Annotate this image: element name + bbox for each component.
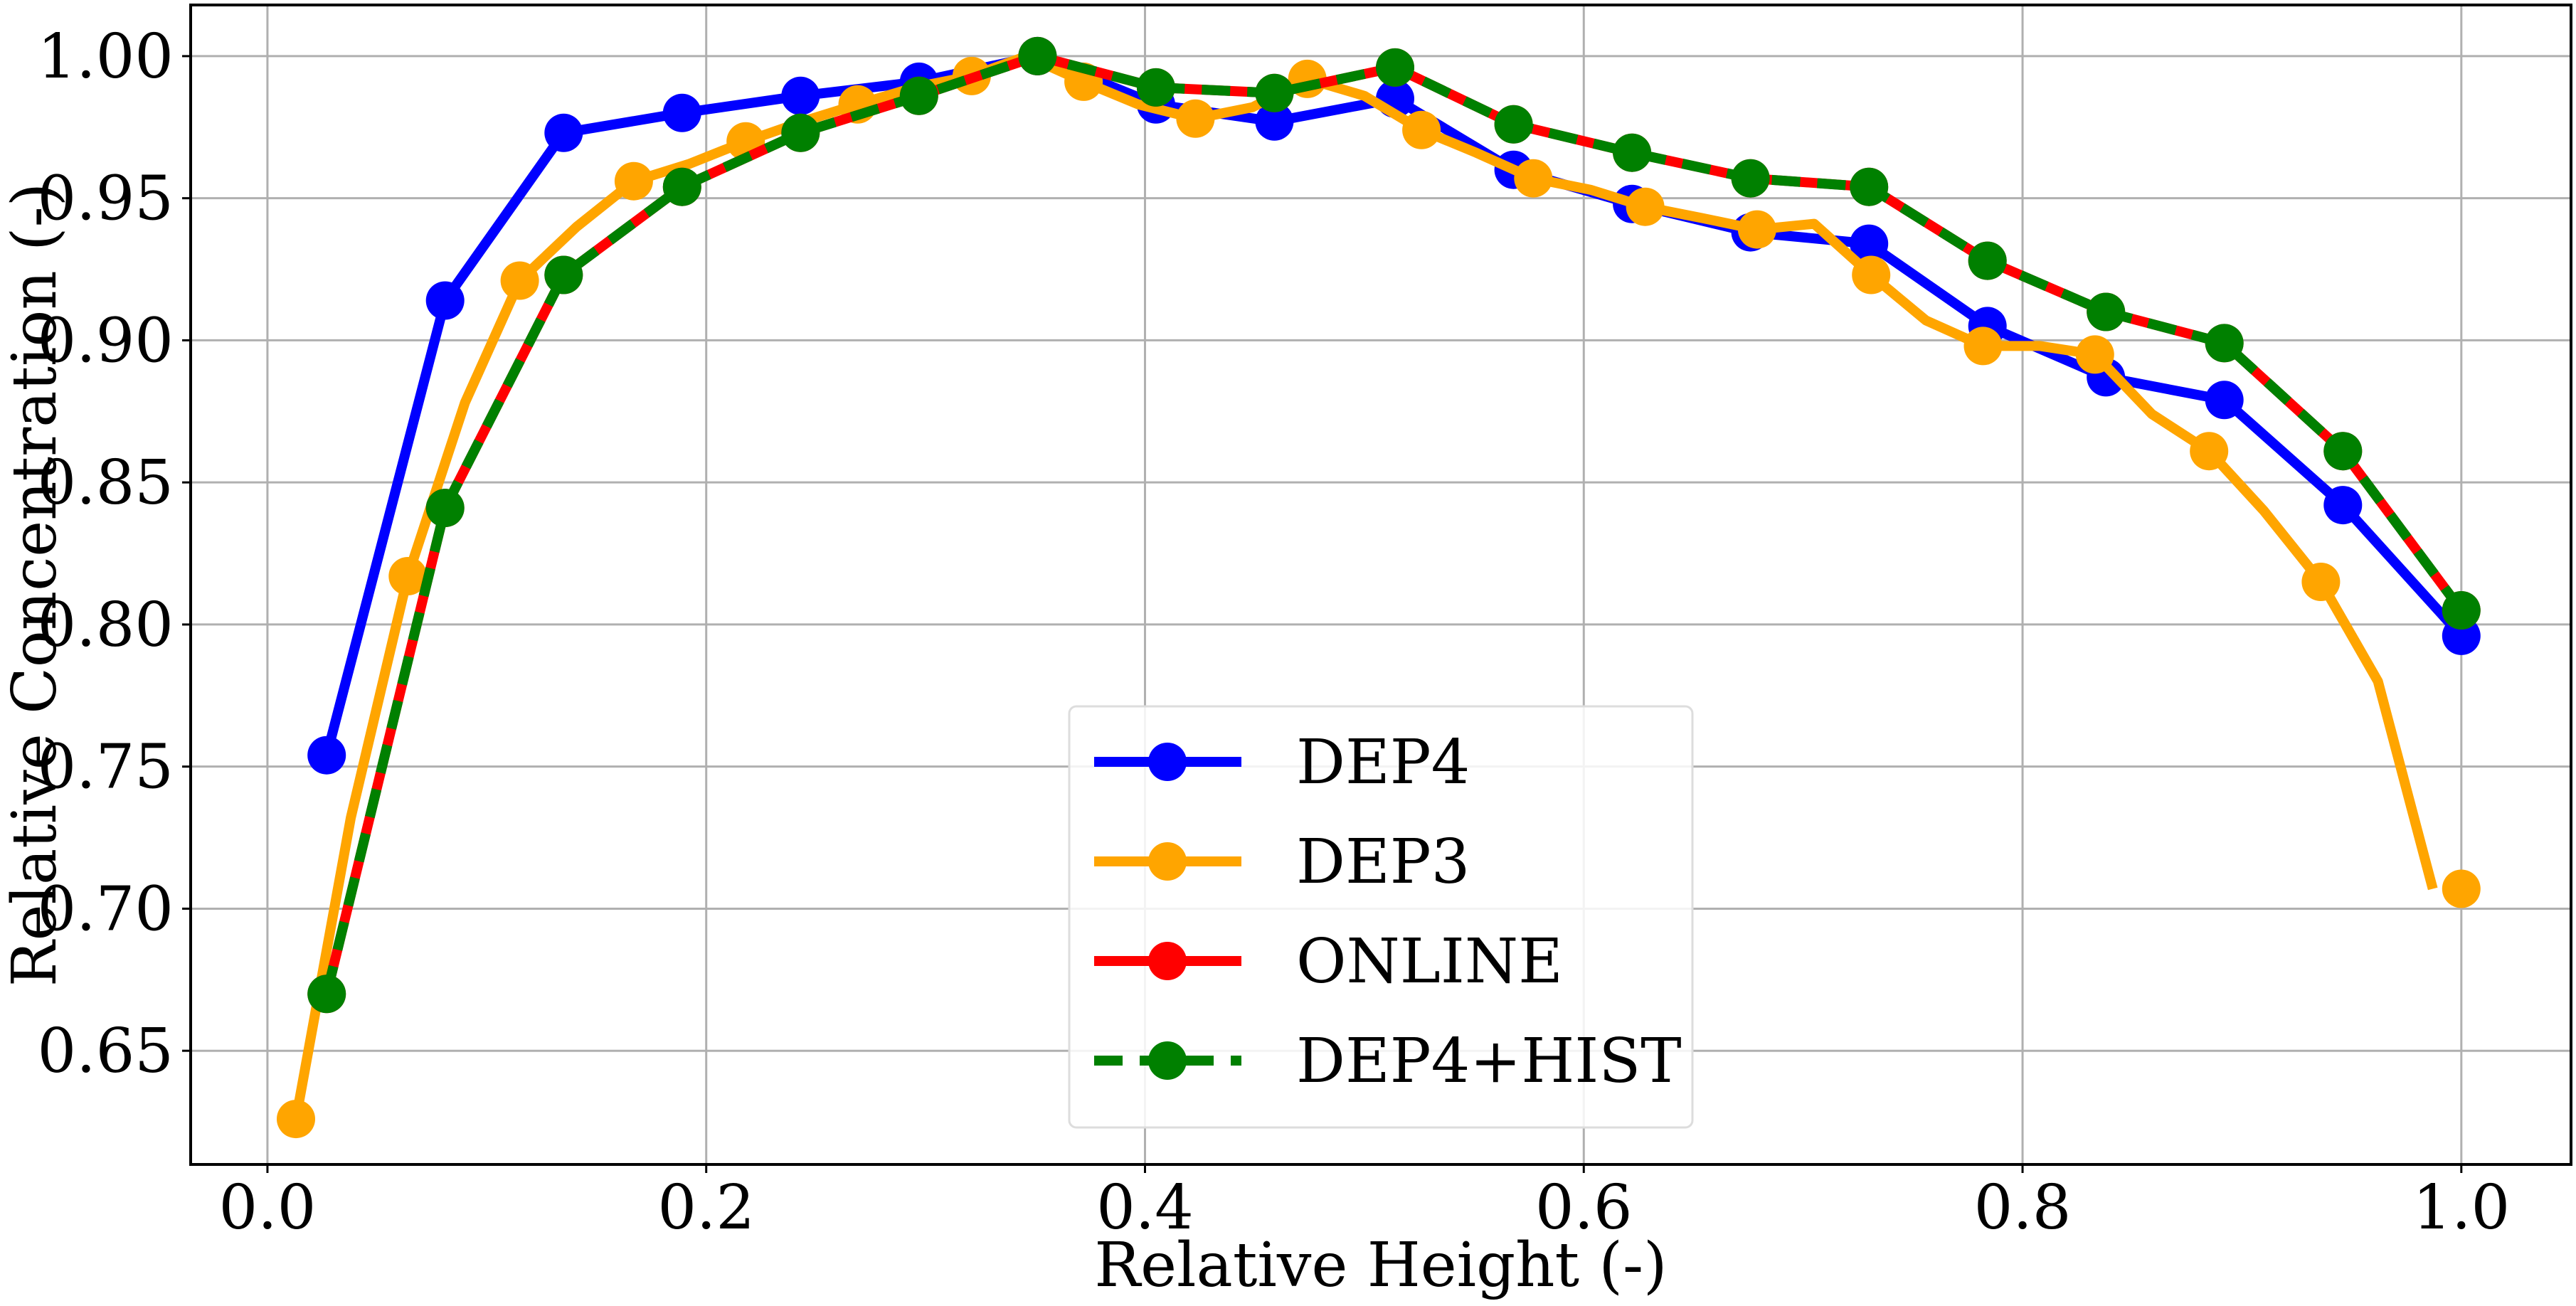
data-point [2075, 335, 2114, 374]
data-point [2323, 432, 2363, 471]
legend-label: DEP4 [1296, 727, 1470, 798]
y-tick-label: 0.70 [38, 874, 174, 945]
legend-label: ONLINE [1296, 926, 1563, 997]
x-tick-label: 0.0 [219, 1172, 317, 1243]
data-point [1136, 68, 1175, 107]
x-tick-label: 0.2 [657, 1172, 755, 1243]
legend-entry: DEP4 [1094, 727, 1470, 798]
data-point [1402, 110, 1441, 149]
data-point [2190, 432, 2229, 471]
legend-marker [1148, 942, 1187, 980]
y-tick-label: 0.90 [38, 305, 174, 376]
data-point [2442, 591, 2481, 630]
legend-label: DEP3 [1296, 827, 1470, 898]
series-dep4-hist [307, 36, 2481, 1014]
data-point [1626, 187, 1665, 226]
data-point [781, 113, 820, 152]
legend-marker [1148, 743, 1187, 781]
data-point [1255, 73, 1294, 112]
data-point [1850, 224, 1889, 263]
data-point [544, 255, 583, 294]
data-point [2323, 486, 2363, 525]
x-axis-label: Relative Height (-) [1094, 1230, 1667, 1301]
data-point [1514, 159, 1553, 198]
y-tick-label: 0.65 [38, 1016, 174, 1087]
legend-label: DEP4+HIST [1296, 1026, 1682, 1097]
x-tick-label: 0.6 [1535, 1172, 1633, 1243]
data-point [425, 281, 465, 320]
data-point [662, 93, 701, 132]
data-point [1255, 102, 1294, 141]
data-point [899, 76, 938, 115]
y-tick-label: 0.95 [38, 164, 174, 235]
legend-marker [1148, 842, 1187, 881]
data-point [2301, 563, 2341, 601]
series-group [277, 36, 2481, 1139]
data-point [1018, 36, 1057, 75]
data-point [544, 113, 583, 152]
legend: DEP4 DEP3 ONLINE DEP4+HIST [1068, 705, 1694, 1129]
data-point [388, 557, 428, 595]
data-point [662, 167, 701, 206]
axis-ticks: 0.0 0.2 0.4 0.6 0.8 1.0 0.65 0.70 0.75 0.80 0.85 0.… [38, 21, 2511, 1243]
y-tick-label: 0.85 [38, 447, 174, 519]
data-point [1176, 99, 1215, 138]
legend-entry: DEP4+HIST [1094, 1026, 1682, 1097]
plot-frame [189, 4, 2572, 1166]
data-point [1850, 167, 1889, 206]
x-tick-label: 0.4 [1096, 1172, 1194, 1243]
data-point [2205, 324, 2244, 363]
data-point [2442, 869, 2481, 908]
x-tick-label: 1.0 [2412, 1172, 2510, 1243]
data-point [2205, 381, 2244, 420]
legend-marker [1148, 1041, 1187, 1080]
data-point [1494, 105, 1533, 144]
data-point [1737, 210, 1776, 249]
data-point [307, 975, 346, 1014]
y-tick-label: 0.80 [38, 590, 174, 661]
data-point [1613, 133, 1652, 172]
x-tick-label: 0.8 [1974, 1172, 2072, 1243]
legend-box [1068, 705, 1694, 1129]
data-point [614, 161, 653, 201]
data-point [2087, 292, 2126, 331]
y-tick-label: 0.75 [38, 732, 174, 803]
data-point [1731, 159, 1770, 198]
y-axis-label: Relative Concentration (-) [0, 183, 70, 987]
legend-entry: ONLINE [1094, 926, 1563, 997]
legend-entry: DEP3 [1094, 827, 1470, 898]
data-point [277, 1100, 315, 1139]
data-point [1376, 48, 1414, 87]
y-tick-label: 1.00 [38, 21, 174, 92]
data-point [1852, 255, 1891, 294]
data-point [781, 76, 820, 115]
data-point [500, 261, 539, 300]
data-point [307, 736, 346, 775]
data-point [425, 489, 465, 528]
data-point [1968, 241, 2007, 280]
data-point [1963, 326, 2003, 366]
